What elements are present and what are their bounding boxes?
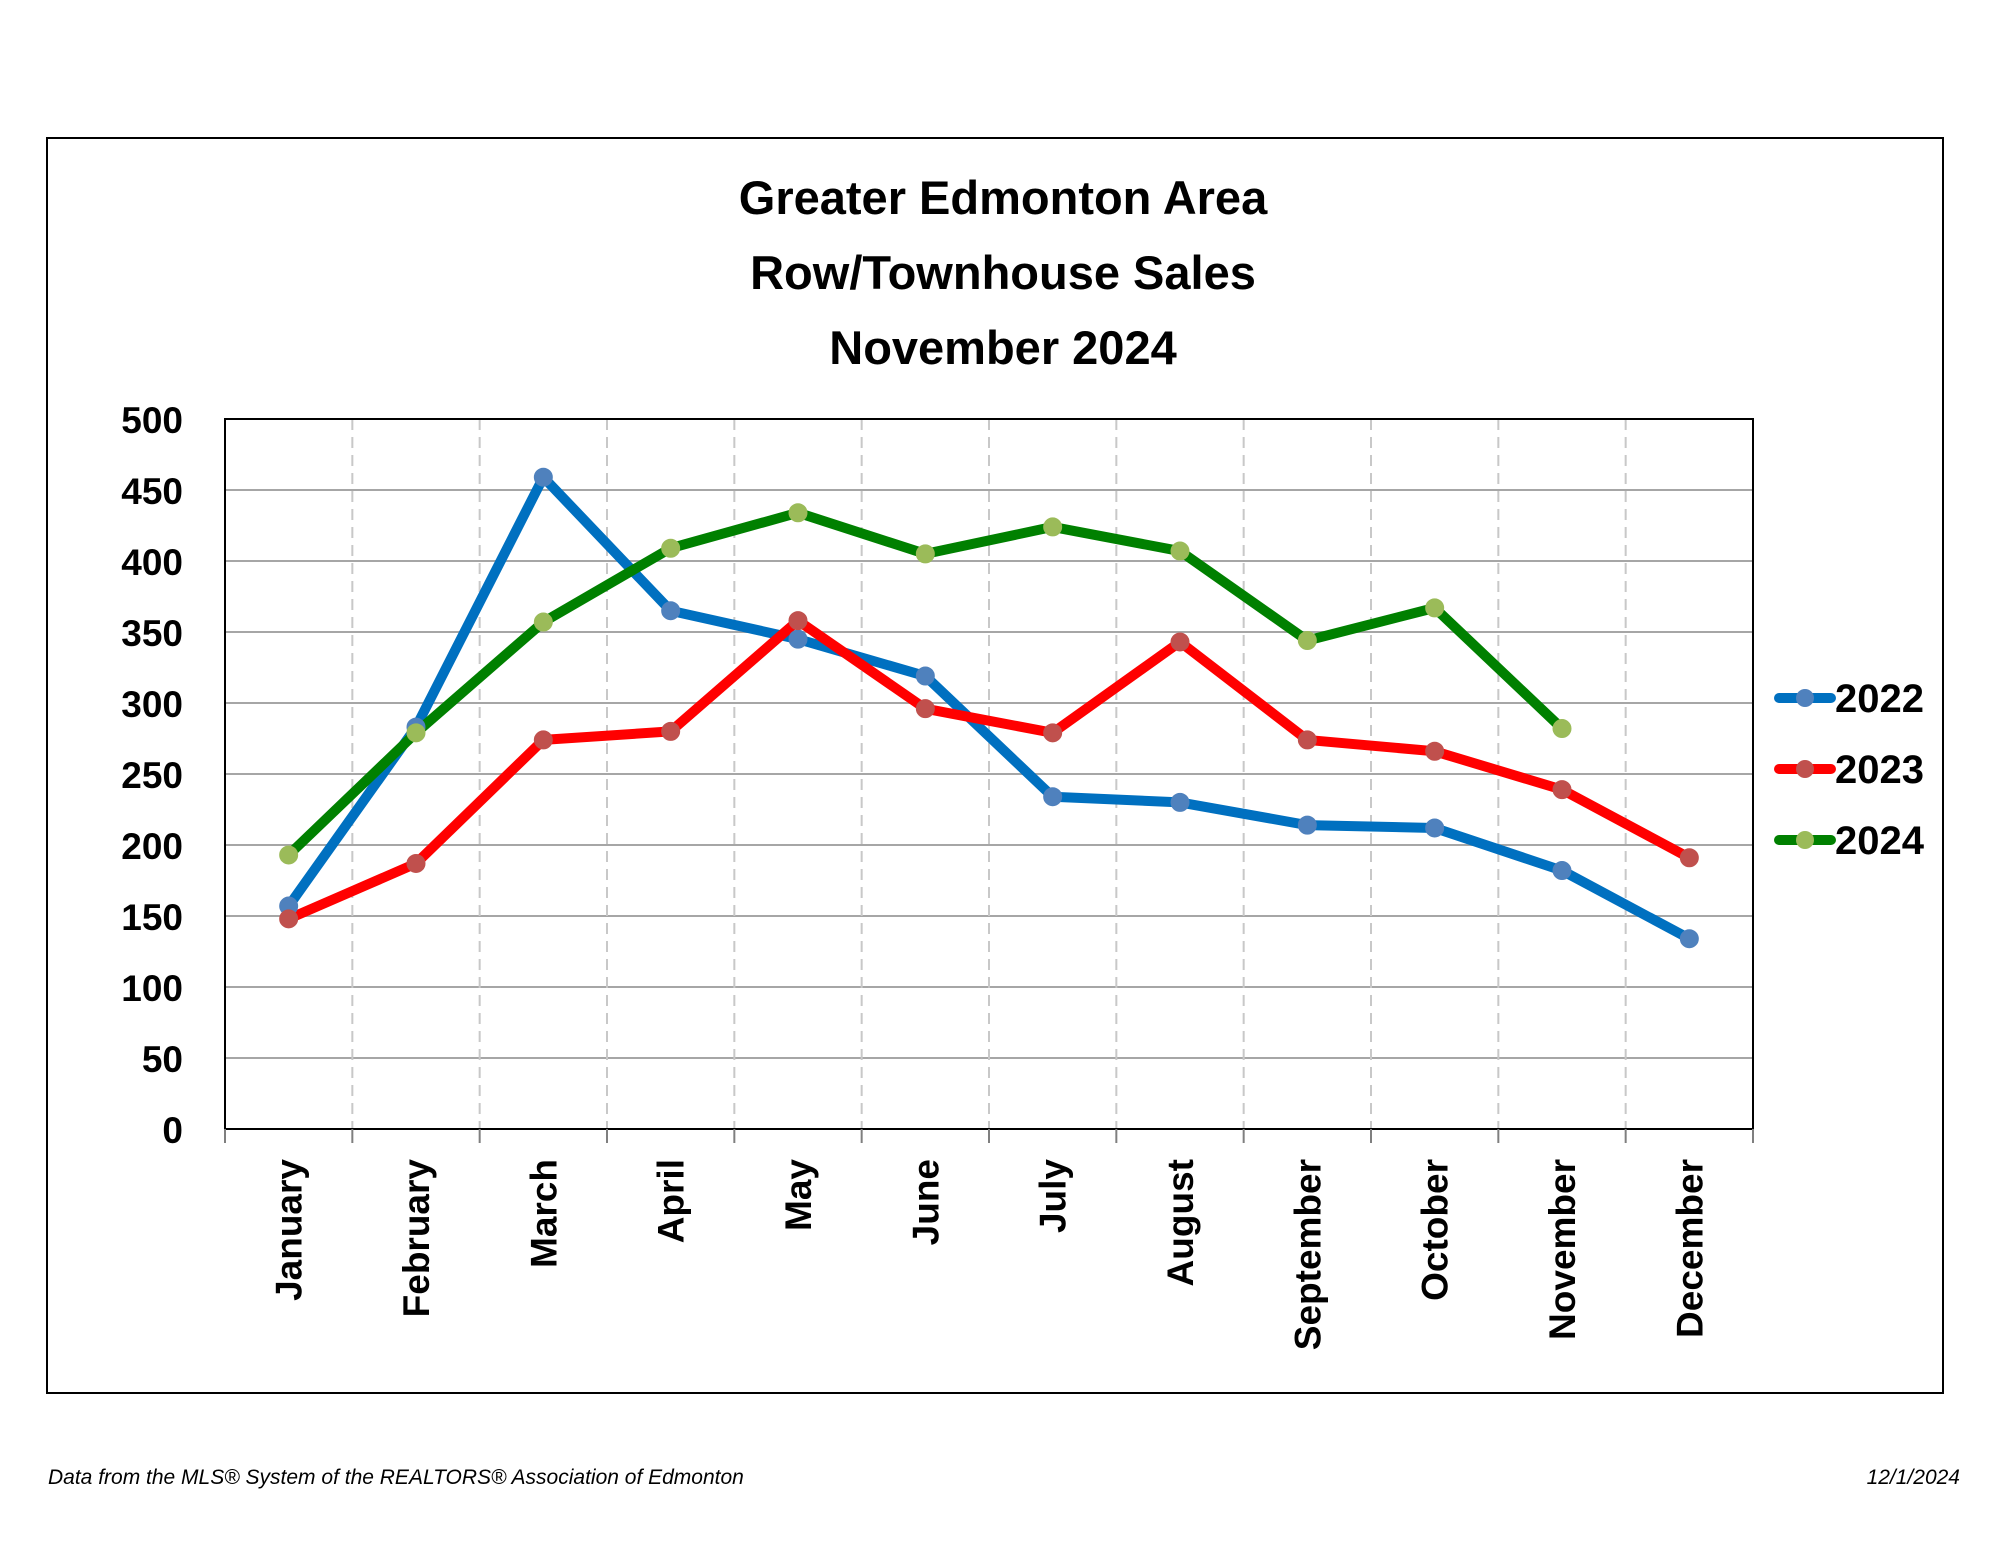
data-point-2023 xyxy=(788,611,808,631)
data-source-note: Data from the MLS® System of the REALTOR… xyxy=(48,1466,744,1489)
data-point-2022 xyxy=(1170,792,1190,812)
x-tick-label: February xyxy=(396,1159,437,1318)
y-tick-label: 250 xyxy=(121,755,183,796)
data-point-2023 xyxy=(1425,741,1445,761)
x-tick-label: September xyxy=(1287,1159,1328,1350)
data-point-2024 xyxy=(915,544,935,564)
y-tick-label: 450 xyxy=(121,471,183,512)
series-line-2023 xyxy=(283,615,1695,924)
data-point-2022 xyxy=(1043,787,1063,807)
data-point-2022 xyxy=(788,629,808,649)
data-point-2023 xyxy=(661,721,681,741)
legend-swatch-marker xyxy=(1796,831,1814,849)
data-point-2023 xyxy=(1043,723,1063,743)
data-point-2024 xyxy=(533,612,553,632)
data-point-2022 xyxy=(1552,861,1572,881)
y-tick-label: 200 xyxy=(121,826,183,867)
x-tick-label: January xyxy=(269,1159,310,1301)
chart-title-line: November 2024 xyxy=(829,321,1176,374)
data-point-2024 xyxy=(1170,541,1190,561)
data-point-2023 xyxy=(1679,848,1699,868)
data-point-2022 xyxy=(661,601,681,621)
report-date: 12/1/2024 xyxy=(1866,1466,1960,1489)
y-tick-label: 50 xyxy=(142,1039,183,1080)
series-line-2022 xyxy=(283,472,1695,944)
data-point-2022 xyxy=(915,666,935,686)
data-point-2024 xyxy=(661,538,681,558)
legend-label: 2022 xyxy=(1835,677,1924,721)
x-tick-label: May xyxy=(778,1159,819,1231)
x-tick-label: June xyxy=(905,1159,946,1245)
y-tick-label: 350 xyxy=(121,613,183,654)
data-point-2024 xyxy=(1425,598,1445,618)
legend-label: 2023 xyxy=(1835,748,1924,792)
chart-title-line: Row/Townhouse Sales xyxy=(750,246,1256,299)
data-point-2024 xyxy=(1043,517,1063,537)
data-point-2023 xyxy=(406,853,426,873)
y-tick-label: 500 xyxy=(121,400,183,441)
x-tick-label: July xyxy=(1033,1159,1074,1233)
y-tick-label: 100 xyxy=(121,968,183,1009)
data-point-2024 xyxy=(1297,631,1317,651)
data-point-2023 xyxy=(533,730,553,750)
y-tick-label: 400 xyxy=(121,542,183,583)
data-point-2023 xyxy=(915,699,935,719)
data-point-2024 xyxy=(788,503,808,523)
data-point-2024 xyxy=(406,723,426,743)
data-point-2023 xyxy=(1297,730,1317,750)
data-point-2022 xyxy=(1297,815,1317,835)
data-point-2022 xyxy=(1679,929,1699,949)
x-tick-label: November xyxy=(1542,1159,1583,1340)
y-tick-label: 150 xyxy=(121,897,183,938)
data-point-2023 xyxy=(1170,632,1190,652)
x-tick-label: March xyxy=(523,1159,564,1268)
legend-swatch-marker xyxy=(1796,760,1814,778)
x-tick-label: August xyxy=(1160,1159,1201,1286)
legend-swatch-marker xyxy=(1796,689,1814,707)
data-point-2022 xyxy=(533,467,553,487)
x-tick-label: April xyxy=(651,1159,692,1243)
data-point-2023 xyxy=(279,909,299,929)
chart-title-line: Greater Edmonton Area xyxy=(739,171,1268,224)
legend-label: 2024 xyxy=(1835,819,1925,863)
x-tick-label: October xyxy=(1415,1159,1456,1301)
x-tick-label: December xyxy=(1669,1159,1710,1338)
y-tick-label: 300 xyxy=(121,684,183,725)
data-point-2023 xyxy=(1552,780,1572,800)
data-point-2022 xyxy=(1425,818,1445,838)
data-point-2024 xyxy=(279,845,299,865)
data-point-2024 xyxy=(1552,719,1572,739)
y-tick-label: 0 xyxy=(162,1110,183,1151)
chart-frame xyxy=(46,137,1944,1394)
